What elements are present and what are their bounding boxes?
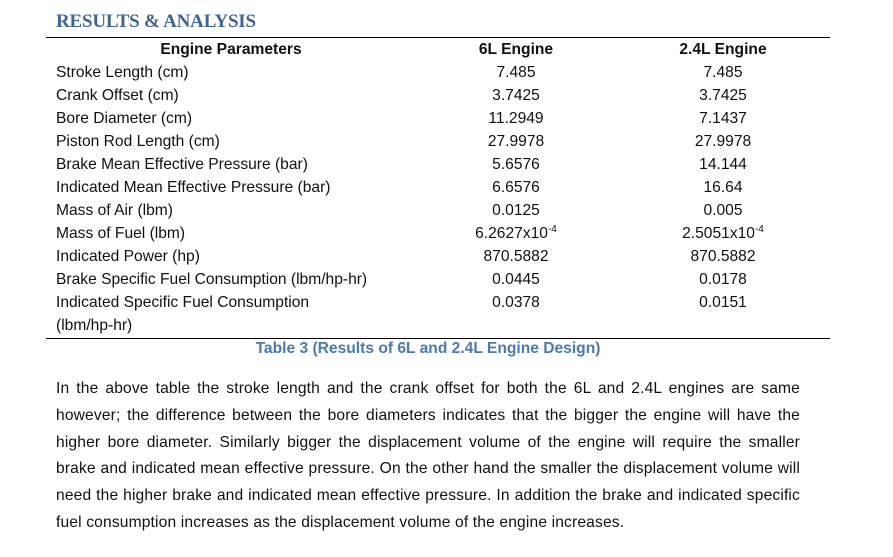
row-param: Indicated Mean Effective Pressure (bar) bbox=[56, 179, 331, 196]
row-value-24l: 14.144 bbox=[699, 156, 747, 173]
header-24l-engine: 2.4L Engine bbox=[679, 41, 767, 58]
row-value-24l: 27.9978 bbox=[694, 133, 752, 150]
row-param: Crank Offset (cm) bbox=[56, 87, 179, 104]
table-row: Brake Mean Effective Pressure (bar) 5.65… bbox=[46, 153, 830, 176]
row-param: Piston Rod Length (cm) bbox=[56, 133, 220, 150]
row-value-24l: 0.0151 bbox=[699, 294, 747, 311]
table-row: Indicated Mean Effective Pressure (bar) … bbox=[46, 176, 830, 199]
row-value-6l: 6.6576 bbox=[492, 179, 540, 196]
section-heading: RESULTS & ANALYSIS bbox=[56, 11, 256, 32]
mantissa-6l: 6.2627x10 bbox=[475, 225, 548, 242]
row-value-24l: 2.5051x10-4 bbox=[616, 222, 830, 245]
results-table: Engine Parameters 6L Engine 2.4L Engine … bbox=[46, 38, 830, 337]
row-param: Brake Specific Fuel Consumption (lbm/hp-… bbox=[56, 271, 368, 288]
table-row: Mass of Air (lbm) 0.0125 0.005 bbox=[46, 199, 830, 222]
row-value-24l: 16.64 bbox=[703, 179, 743, 196]
row-value-24l: 3.7425 bbox=[699, 87, 747, 104]
row-value-6l: 11.2949 bbox=[488, 110, 544, 127]
header-6l-engine: 6L Engine bbox=[478, 41, 554, 58]
row-value-6l: 0.0378 bbox=[492, 294, 540, 311]
row-value-24l: 7.1437 bbox=[699, 110, 747, 127]
table-row: Stroke Length (cm) 7.485 7.485 bbox=[46, 61, 830, 84]
row-value-6l: 7.485 bbox=[496, 64, 536, 81]
analysis-paragraph: In the above table the stroke length and… bbox=[56, 380, 800, 531]
row-param: Mass of Fuel (lbm) bbox=[56, 225, 186, 242]
table-caption: Table 3 (Results of 6L and 2.4L Engine D… bbox=[255, 340, 601, 357]
table-row: Indicated Specific Fuel Consumption (lbm… bbox=[46, 291, 830, 337]
table-row: Indicated Power (hp) 870.5882 870.5882 bbox=[46, 245, 830, 268]
row-value-24l: 0.0178 bbox=[699, 271, 747, 288]
row-param: Indicated Power (hp) bbox=[56, 248, 200, 265]
row-value-6l: 6.2627x10-4 bbox=[416, 222, 616, 245]
row-param: Indicated Specific Fuel Consumption (lbm… bbox=[56, 294, 310, 334]
row-param: Mass of Air (lbm) bbox=[56, 202, 173, 219]
table-row: Brake Specific Fuel Consumption (lbm/hp-… bbox=[46, 268, 830, 291]
table-header-row: Engine Parameters 6L Engine 2.4L Engine bbox=[46, 38, 830, 61]
row-param: Stroke Length (cm) bbox=[56, 64, 189, 81]
table-row: Mass of Fuel (lbm) 6.2627x10-4 2.5051x10… bbox=[46, 222, 830, 245]
table-row: Crank Offset (cm) 3.7425 3.7425 bbox=[46, 84, 830, 107]
row-value-24l: 7.485 bbox=[703, 64, 743, 81]
row-value-6l: 0.0445 bbox=[492, 271, 540, 288]
header-engine-parameters: Engine Parameters bbox=[160, 41, 302, 58]
row-param: Bore Diameter (cm) bbox=[56, 110, 193, 127]
row-value-24l: 870.5882 bbox=[690, 248, 756, 265]
mantissa-24l: 2.5051x10 bbox=[682, 225, 755, 242]
row-value-6l: 27.9978 bbox=[487, 133, 545, 150]
exponent-24l: -4 bbox=[754, 224, 764, 235]
table-top-rule bbox=[46, 37, 830, 38]
table-row: Piston Rod Length (cm) 27.9978 27.9978 bbox=[46, 130, 830, 153]
table-row: Bore Diameter (cm) 11.2949 7.1437 bbox=[46, 107, 830, 130]
row-value-6l: 0.0125 bbox=[492, 202, 540, 219]
table-bottom-rule bbox=[46, 338, 830, 339]
row-value-6l: 5.6576 bbox=[492, 156, 540, 173]
row-value-6l: 3.7425 bbox=[492, 87, 540, 104]
row-value-24l: 0.005 bbox=[703, 202, 743, 219]
row-param: Brake Mean Effective Pressure (bar) bbox=[56, 156, 308, 173]
exponent-6l: -4 bbox=[547, 224, 557, 235]
row-value-6l: 870.5882 bbox=[483, 248, 549, 265]
